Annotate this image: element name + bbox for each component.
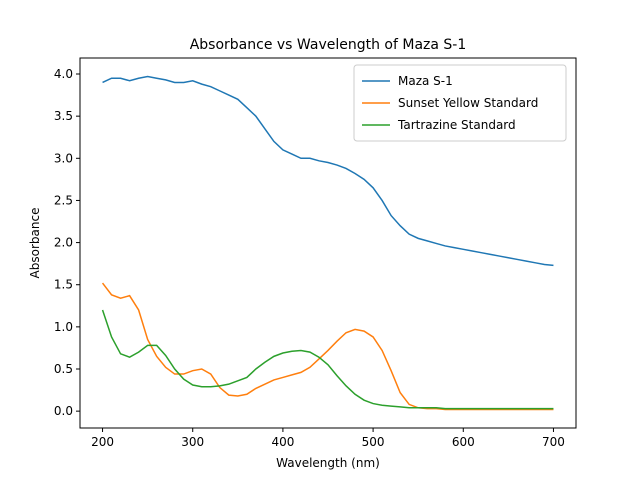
legend-label: Maza S-1	[398, 74, 453, 88]
x-tick-label: 600	[452, 435, 475, 449]
x-tick-label: 300	[181, 435, 204, 449]
chart-title: Absorbance vs Wavelength of Maza S-1	[190, 37, 467, 53]
x-tick-label: 700	[542, 435, 565, 449]
line	[101, 309, 554, 410]
line	[102, 75, 554, 267]
y-tick-label: 0.5	[54, 362, 73, 376]
legend: Maza S-1 Sunset Yellow Standard Tartrazine…	[353, 64, 567, 142]
y-tick-label: 1.0	[54, 320, 73, 334]
x-tick-label: 400	[271, 435, 294, 449]
y-axis-label: Absorbance	[28, 208, 42, 279]
legend-label: Sunset Yellow Standard	[398, 96, 538, 110]
x-tick-label: 200	[91, 435, 114, 449]
legend-label: Tartrazine Standard	[397, 118, 516, 132]
y-tick-label: 3.5	[54, 109, 73, 123]
y-tick-label: 3.0	[54, 151, 73, 165]
y-tick-label: 1.5	[54, 278, 73, 292]
y-tick-label: 2.0	[54, 236, 73, 250]
x-tick-label: 500	[362, 435, 385, 449]
y-tick-label: 4.0	[54, 67, 73, 81]
y-tick-label: 0.0	[54, 404, 73, 418]
y-tick-label: 2.5	[54, 193, 73, 207]
line	[101, 282, 554, 411]
x-axis-label: Wavelength (nm)	[276, 456, 380, 470]
plot-frame	[79, 57, 577, 429]
legend-box	[353, 64, 567, 142]
